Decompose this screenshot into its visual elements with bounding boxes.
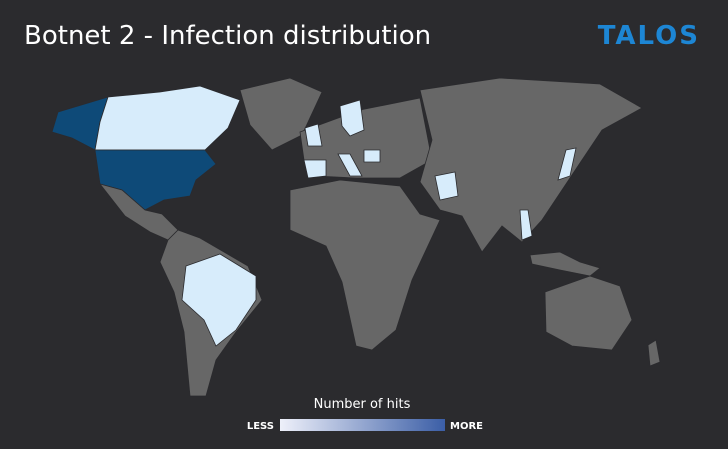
legend-low-label: LESS xyxy=(247,421,274,432)
sweden xyxy=(339,99,365,137)
spain xyxy=(303,159,327,179)
asia xyxy=(419,77,643,253)
africa xyxy=(289,179,441,351)
world-map xyxy=(51,77,661,397)
pakistan xyxy=(434,171,459,201)
logo: TALOS xyxy=(598,21,700,51)
legend-high-label: MORE xyxy=(450,421,483,432)
new-zealand xyxy=(647,339,661,367)
legend-title: Number of hits xyxy=(314,397,411,412)
uk xyxy=(304,123,323,147)
australia xyxy=(544,275,633,351)
title: Botnet 2 - Infection distribution xyxy=(24,21,431,51)
indonesia xyxy=(529,251,601,277)
italy xyxy=(337,153,363,177)
brazil xyxy=(181,253,257,347)
japan xyxy=(557,147,577,181)
legend-gradient xyxy=(280,419,445,431)
vietnam xyxy=(519,209,533,241)
romania xyxy=(363,149,381,163)
canada xyxy=(94,85,241,151)
